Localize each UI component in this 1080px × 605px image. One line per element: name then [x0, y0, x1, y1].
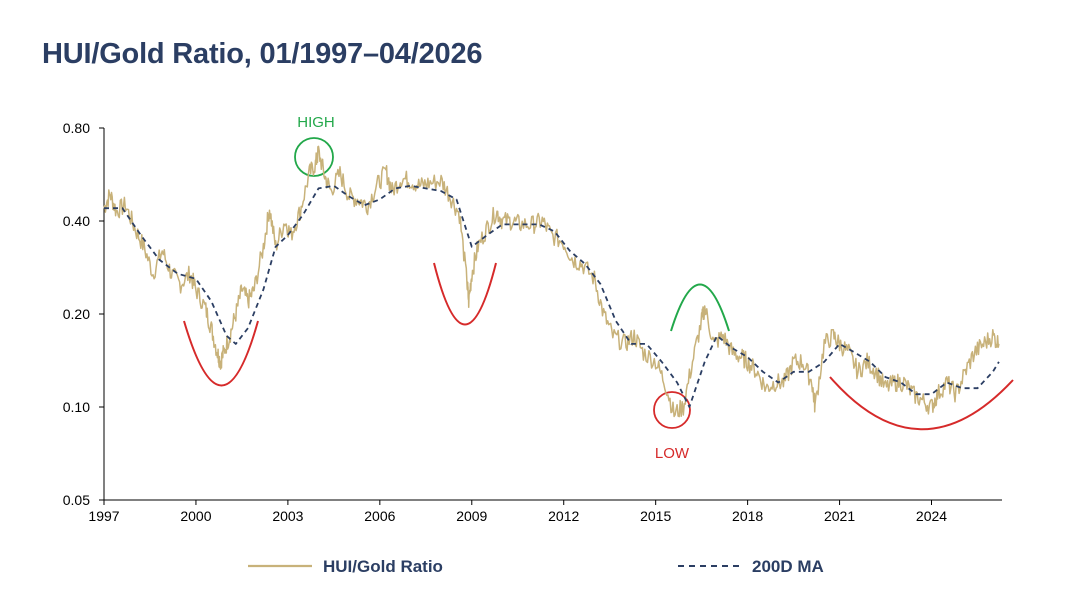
axes: 0.05 0.10 0.20 0.40 0.80 1997 2000 2003 2006 2009… — [63, 120, 1002, 524]
series-line-200d-ma — [104, 184, 1000, 408]
series-line-hui-gold-ratio — [103, 145, 1000, 418]
x-tick-label: 2009 — [456, 508, 487, 524]
y-tick-label: 0.40 — [63, 213, 90, 229]
annotation-trough-2008 — [433, 262, 497, 326]
annotation-high-label: HIGH — [297, 114, 335, 131]
series-layer — [103, 145, 1000, 418]
y-tick-label: 0.05 — [63, 492, 90, 508]
annotation-labels: HIGH LOW — [297, 114, 690, 462]
x-tick-label: 2000 — [180, 508, 211, 524]
legend-label-ma: 200D MA — [752, 557, 824, 576]
x-tick-label: 2012 — [548, 508, 579, 524]
annotation-high-circle — [294, 137, 334, 177]
y-tick-label: 0.20 — [63, 306, 90, 322]
annotation-shapes — [183, 137, 1014, 431]
annotation-low-circle — [653, 391, 691, 429]
annotation-peak-2016 — [670, 283, 730, 332]
x-tick-label: 2024 — [916, 508, 947, 524]
y-tick-label: 0.80 — [63, 120, 90, 136]
legend: HUI/Gold Ratio 200D MA — [248, 557, 824, 576]
x-tick-label: 2018 — [732, 508, 763, 524]
x-tick-label: 2021 — [824, 508, 855, 524]
legend-label-ratio: HUI/Gold Ratio — [323, 557, 443, 576]
x-tick-label: 2003 — [272, 508, 303, 524]
y-tick-label: 0.10 — [63, 399, 90, 415]
x-tick-label: 1997 — [88, 508, 119, 524]
chart-title: HUI/Gold Ratio, 01/1997–04/2026 — [42, 38, 483, 70]
annotation-low-label: LOW — [655, 445, 690, 462]
annotation-trough-2001 — [183, 320, 259, 387]
x-tick-label: 2006 — [364, 508, 395, 524]
x-tick-label: 2015 — [640, 508, 671, 524]
annotation-trough-2024 — [829, 376, 1014, 431]
